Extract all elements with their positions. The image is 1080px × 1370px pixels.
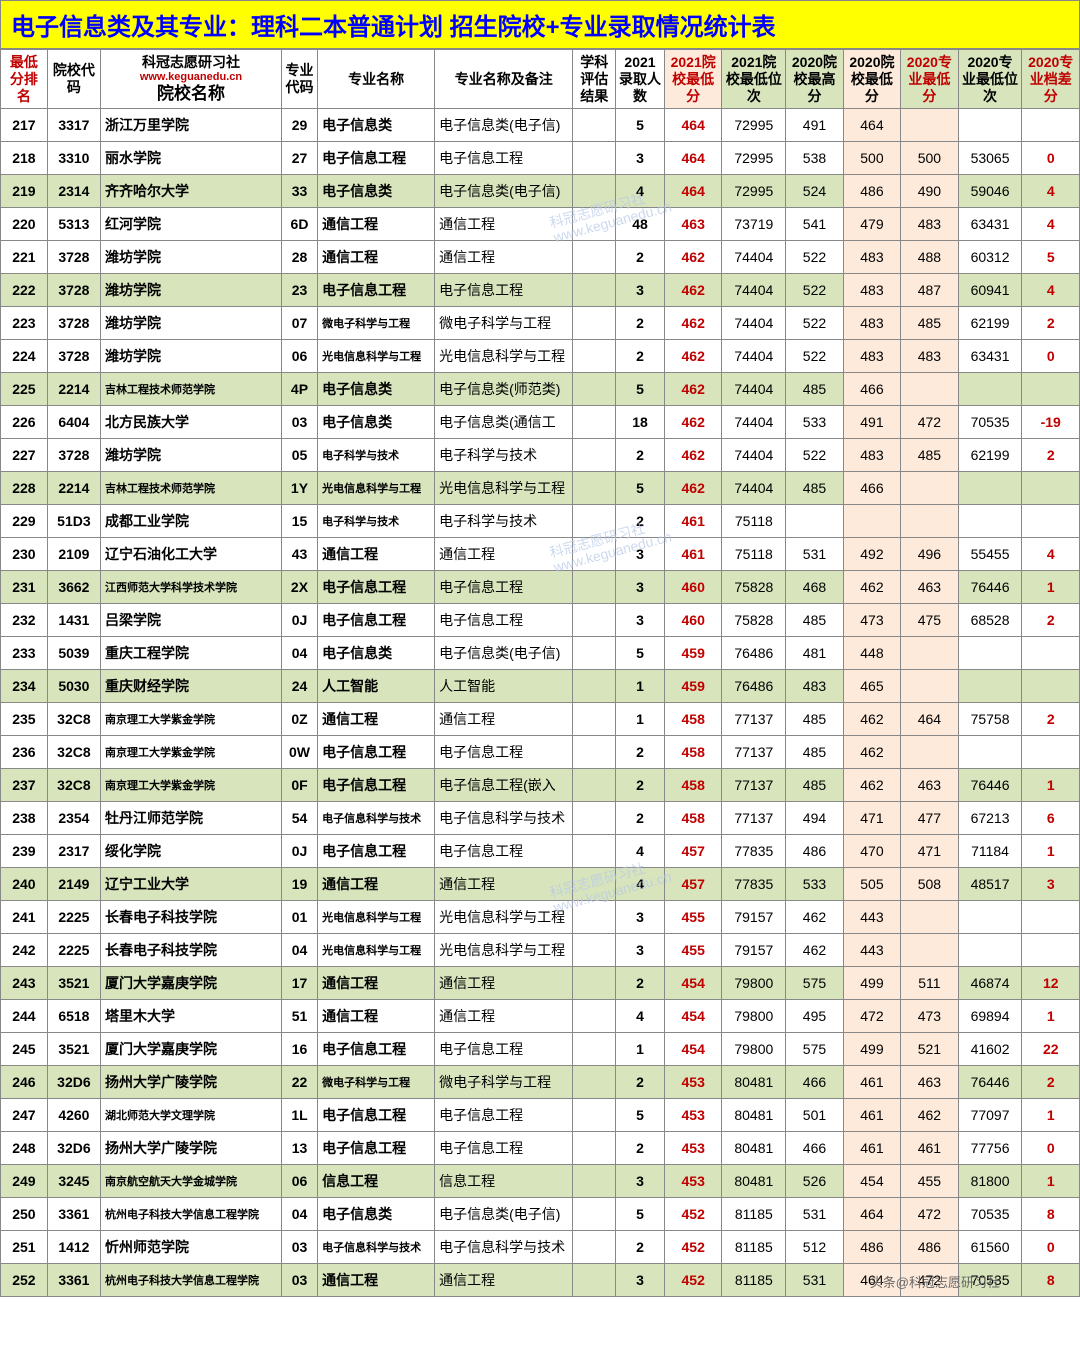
hdr-diff: 2020专业档差分 bbox=[1022, 50, 1080, 109]
table-row: 2321431吕梁学院0J电子信息工程电子信息工程346075828485473… bbox=[1, 604, 1080, 637]
table-row: 2282214吉林工程技术师范学院1Y光电信息科学与工程光电信息科学与工程546… bbox=[1, 472, 1080, 505]
hdr-eval: 学科评估结果 bbox=[573, 50, 616, 109]
header-row: 最低分排名 院校代码 科冠志愿研习社 www.keguanedu.cn 院校名称… bbox=[1, 50, 1080, 109]
hdr-code: 院校代码 bbox=[47, 50, 100, 109]
table-row: 22951D3成都工业学院15电子科学与技术电子科学与技术246175118 bbox=[1, 505, 1080, 538]
table-row: 2392317绥化学院0J电子信息工程电子信息工程445777835486470… bbox=[1, 835, 1080, 868]
hdr-mcode: 专业代码 bbox=[281, 50, 317, 109]
table-row: 23532C8南京理工大学紫金学院0Z通信工程通信工程1458771374854… bbox=[1, 703, 1080, 736]
table-row: 2173317浙江万里学院29电子信息类电子信息类(电子信)5464729954… bbox=[1, 109, 1080, 142]
table-row: 2313662江西师范大学科学技术学院2X电子信息工程电子信息工程3460758… bbox=[1, 571, 1080, 604]
table-row: 2422225长春电子科技学院04光电信息科学与工程光电信息科学与工程34557… bbox=[1, 934, 1080, 967]
page-title: 电子信息类及其专业：理科二本普通计划 招生院校+专业录取情况统计表 bbox=[0, 0, 1080, 49]
table-row: 2335039重庆工程学院04电子信息类电子信息类(电子信)5459764864… bbox=[1, 637, 1080, 670]
table-body: 2173317浙江万里学院29电子信息类电子信息类(电子信)5464729954… bbox=[1, 109, 1080, 1297]
brand-top: 科冠志愿研习社 bbox=[142, 54, 240, 70]
table-row: 2252214吉林工程技术师范学院4P电子信息类电子信息类(师范类)546274… bbox=[1, 373, 1080, 406]
table-row: 2493245南京航空航天大学金城学院06信息工程信息工程34538048152… bbox=[1, 1165, 1080, 1198]
table-row: 2412225长春电子科技学院01光电信息科学与工程光电信息科学与工程34557… bbox=[1, 901, 1080, 934]
hdr-school: 科冠志愿研习社 www.keguanedu.cn 院校名称 bbox=[101, 50, 282, 109]
admission-table: 最低分排名 院校代码 科冠志愿研习社 www.keguanedu.cn 院校名称… bbox=[0, 49, 1080, 1297]
table-row: 2183310丽水学院27电子信息工程电子信息工程346472995538500… bbox=[1, 142, 1080, 175]
table-row: 2345030重庆财经学院24人工智能人工智能145976486483465 bbox=[1, 670, 1080, 703]
table-row: 2474260湖北师范大学文理学院1L电子信息工程电子信息工程545380481… bbox=[1, 1099, 1080, 1132]
table-row: 2511412忻州师范学院03电子信息科学与技术电子信息科学与技术2452811… bbox=[1, 1231, 1080, 1264]
hdr-pos21: 2021院校最低位次 bbox=[722, 50, 786, 109]
table-row: 2446518塔里木大学51通信工程通信工程445479800495472473… bbox=[1, 1000, 1080, 1033]
table-row: 23732C8南京理工大学紫金学院0F电子信息工程电子信息工程(嵌入245877… bbox=[1, 769, 1080, 802]
table-row: 2213728潍坊学院28通信工程通信工程2462744045224834886… bbox=[1, 241, 1080, 274]
table-row: 2233728潍坊学院07微电子科学与工程微电子科学与工程24627440452… bbox=[1, 307, 1080, 340]
footer-attribution: 头条@科冠志愿研习社 bbox=[870, 1272, 1000, 1291]
table-row: 2273728潍坊学院05电子科学与技术电子科学与技术2462744045224… bbox=[1, 439, 1080, 472]
hdr-major: 专业名称 bbox=[318, 50, 435, 109]
table-row: 24632D6扬州大学广陵学院22微电子科学与工程微电子科学与工程2453804… bbox=[1, 1066, 1080, 1099]
hdr-min20s: 2020院校最低分 bbox=[843, 50, 900, 109]
table-row: 2302109辽宁石油化工大学43通信工程通信工程346175118531492… bbox=[1, 538, 1080, 571]
brand-bottom: 院校名称 bbox=[103, 84, 279, 104]
hdr-mpos20: 2020专业最低位次 bbox=[958, 50, 1022, 109]
table-row: 2205313红河学院6D通信工程通信工程4846373719541479483… bbox=[1, 208, 1080, 241]
hdr-note: 专业名称及备注 bbox=[435, 50, 573, 109]
hdr-rank: 最低分排名 bbox=[1, 50, 48, 109]
hdr-min21: 2021院校最低分 bbox=[664, 50, 721, 109]
table-row: 2266404北方民族大学03电子信息类电子信息类(通信工18462744045… bbox=[1, 406, 1080, 439]
table-row: 2402149辽宁工业大学19通信工程通信工程44577783553350550… bbox=[1, 868, 1080, 901]
table-row: 2192314齐齐哈尔大学33电子信息类电子信息类(电子信)4464729955… bbox=[1, 175, 1080, 208]
table-row: 23632C8南京理工大学紫金学院0W电子信息工程电子信息工程245877137… bbox=[1, 736, 1080, 769]
hdr-max20: 2020院校最高分 bbox=[786, 50, 843, 109]
hdr-enroll: 2021录取人数 bbox=[616, 50, 665, 109]
brand-url: www.keguanedu.cn bbox=[103, 71, 279, 84]
table-row: 2433521厦门大学嘉庚学院17通信工程通信工程245479800575499… bbox=[1, 967, 1080, 1000]
table-row: 2453521厦门大学嘉庚学院16电子信息工程电子信息工程14547980057… bbox=[1, 1033, 1080, 1066]
hdr-mmin20: 2020专业最低分 bbox=[901, 50, 958, 109]
table-row: 2223728潍坊学院23电子信息工程电子信息工程346274404522483… bbox=[1, 274, 1080, 307]
table-wrapper: 电子信息类及其专业：理科二本普通计划 招生院校+专业录取情况统计表 最低分排名 … bbox=[0, 0, 1080, 1297]
table-row: 24832D6扬州大学广陵学院13电子信息工程电子信息工程24538048146… bbox=[1, 1132, 1080, 1165]
table-row: 2503361杭州电子科技大学信息工程学院04电子信息类电子信息类(电子信)54… bbox=[1, 1198, 1080, 1231]
table-row: 2382354牡丹江师范学院54电子信息科学与技术电子信息科学与技术245877… bbox=[1, 802, 1080, 835]
table-row: 2243728潍坊学院06光电信息科学与工程光电信息科学与工程246274404… bbox=[1, 340, 1080, 373]
